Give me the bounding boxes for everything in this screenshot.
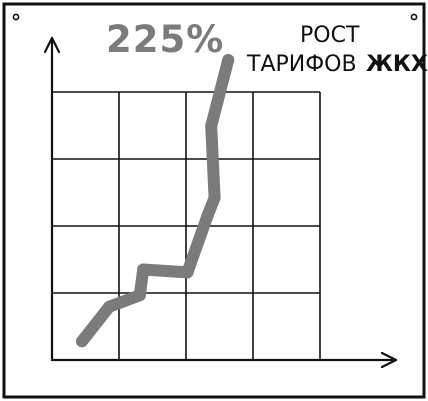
x-axis-arrow-icon	[380, 351, 398, 369]
series-point-6	[201, 209, 214, 221]
chart-title-line-2: ТАРИФОВ	[246, 52, 357, 77]
series-point-3	[133, 289, 146, 302]
chart-title-line-3: ЖКХ	[366, 52, 428, 77]
series-point-9	[222, 54, 235, 66]
chart-grid	[52, 91, 321, 360]
chart-title-line-1: РОСТ	[300, 23, 360, 48]
series-point-8	[205, 120, 218, 132]
top-right-pin-icon	[410, 13, 418, 21]
series-point-5	[181, 266, 194, 279]
top-left-pin-icon	[12, 13, 20, 21]
series-point-1	[76, 335, 88, 348]
annotation-label: 225%	[106, 18, 224, 61]
y-axis-arrow-icon	[43, 36, 61, 54]
series-point-2	[103, 300, 116, 313]
series-point-7	[208, 191, 221, 204]
series-point-4	[137, 263, 150, 276]
series-points	[76, 54, 235, 348]
